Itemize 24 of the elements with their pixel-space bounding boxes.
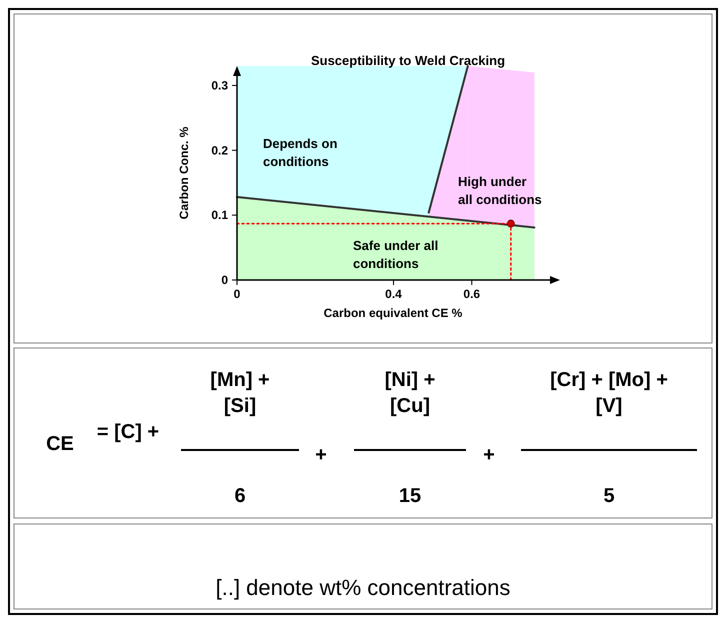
y-tick-label: 0.3 [211, 78, 228, 92]
text: 6 [234, 485, 246, 507]
text: = [C] + [96, 421, 160, 443]
y-tick-label: 0 [221, 273, 228, 287]
chart-title: Susceptibility to Weld Cracking [310, 53, 506, 68]
text: [..] denote wt% concentrations [216, 575, 510, 600]
text: 15 [398, 485, 422, 507]
x-tick-label: 0.6 [463, 287, 480, 301]
text: CE [46, 433, 74, 455]
x-tick-label: 0.4 [385, 287, 402, 301]
x-axis-title: Carbon equivalent CE % [324, 306, 463, 320]
text: 5 [603, 485, 615, 507]
annotation: Safe under all conditions [353, 238, 438, 271]
x-tick-label: 0 [234, 287, 241, 301]
text: + [483, 444, 495, 466]
text: [Ni] + [Cu] [384, 369, 436, 417]
y-axis-title: Carbon Conc. % [177, 126, 191, 220]
annotation: Depends on conditions [263, 136, 338, 169]
text: [Mn] + [Si] [210, 369, 270, 417]
text: + [315, 444, 327, 466]
annotation: High under all conditions [458, 174, 542, 207]
text: [Cr] + [Mo] + [V] [550, 369, 668, 417]
y-tick-label: 0.1 [211, 208, 228, 222]
y-tick-label: 0.2 [211, 143, 228, 158]
